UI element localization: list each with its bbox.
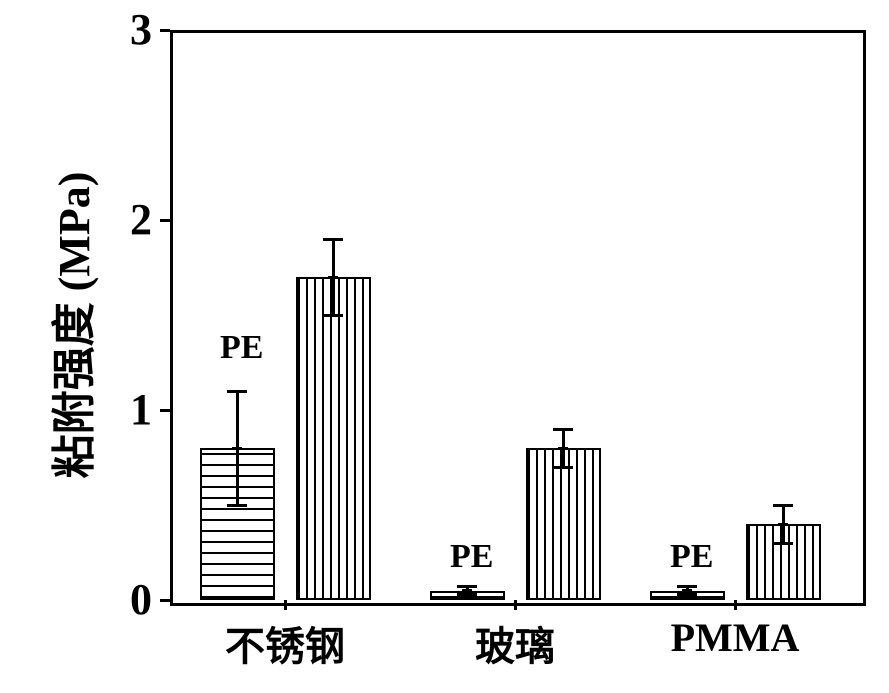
y-tick <box>160 29 170 32</box>
x-tick <box>514 600 517 610</box>
x-tick <box>284 600 287 610</box>
y-tick-label: 1 <box>92 384 152 435</box>
y-tick <box>160 599 170 602</box>
pe-annotation: PE <box>670 538 713 576</box>
y-tick-label: 2 <box>92 194 152 245</box>
pe-annotation: PE <box>220 329 263 367</box>
bar-sample <box>526 448 601 600</box>
y-tick <box>160 409 170 412</box>
x-tick-label: 不锈钢 <box>185 614 385 672</box>
pe-annotation: PE <box>450 538 493 576</box>
y-tick <box>160 219 170 222</box>
x-tick-label: 玻璃 <box>415 614 615 672</box>
y-tick-label: 0 <box>92 574 152 625</box>
x-tick <box>734 600 737 610</box>
chart-container: 粘附强度 (MPa) 0 1 2 3 不锈钢玻璃 PMMA PE PE PE <box>0 0 889 693</box>
y-tick-label: 3 <box>92 4 152 55</box>
y-axis-label: 粘附强度 (MPa) <box>38 40 102 610</box>
bar-sample <box>296 277 371 600</box>
x-tick-label: PMMA <box>635 614 835 661</box>
